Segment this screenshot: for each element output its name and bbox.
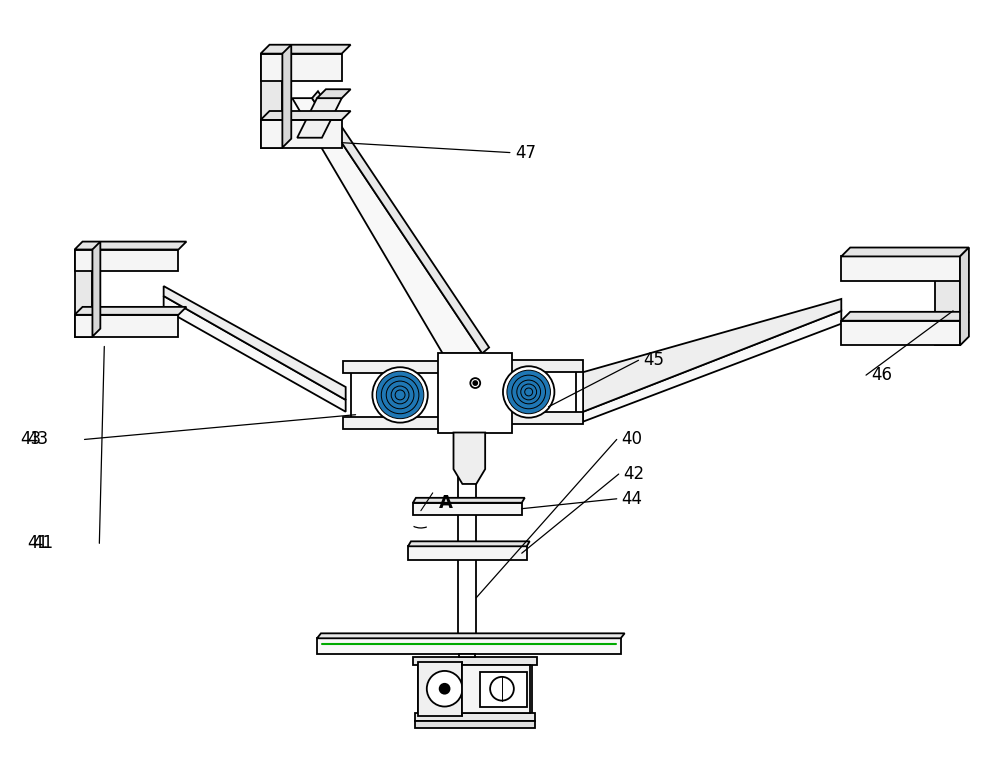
Polygon shape [351, 367, 450, 423]
Circle shape [376, 371, 424, 419]
Polygon shape [317, 639, 621, 654]
Polygon shape [960, 248, 969, 345]
Circle shape [503, 366, 554, 417]
Polygon shape [261, 45, 351, 54]
Circle shape [381, 376, 419, 414]
Polygon shape [408, 546, 527, 560]
Circle shape [440, 684, 450, 694]
Circle shape [521, 384, 537, 400]
Polygon shape [282, 45, 291, 147]
Polygon shape [415, 722, 535, 729]
Polygon shape [481, 366, 576, 417]
Text: A: A [439, 494, 453, 511]
Polygon shape [413, 498, 525, 503]
Polygon shape [438, 353, 512, 432]
Polygon shape [935, 256, 960, 345]
Polygon shape [459, 654, 475, 657]
Polygon shape [841, 320, 960, 345]
Polygon shape [418, 662, 462, 716]
Text: 47: 47 [515, 144, 536, 161]
Circle shape [512, 375, 546, 409]
Polygon shape [297, 98, 342, 137]
Polygon shape [261, 120, 342, 147]
Polygon shape [75, 250, 178, 272]
Circle shape [391, 386, 409, 404]
Polygon shape [474, 360, 583, 372]
Text: 46: 46 [871, 366, 892, 384]
Polygon shape [413, 503, 522, 514]
Circle shape [473, 381, 477, 385]
Text: 40: 40 [622, 431, 643, 449]
Polygon shape [317, 89, 351, 98]
Polygon shape [92, 241, 100, 337]
Polygon shape [261, 54, 282, 147]
Polygon shape [458, 447, 476, 645]
Polygon shape [343, 362, 457, 373]
Text: 43: 43 [20, 431, 41, 449]
Circle shape [507, 370, 550, 414]
Text: 41: 41 [27, 535, 48, 553]
Text: 44: 44 [622, 490, 643, 508]
Polygon shape [312, 92, 489, 353]
Polygon shape [261, 111, 351, 120]
Circle shape [490, 677, 514, 701]
Polygon shape [454, 432, 485, 484]
Circle shape [372, 367, 428, 423]
Circle shape [395, 390, 405, 400]
Polygon shape [462, 665, 530, 713]
Polygon shape [317, 633, 625, 639]
Polygon shape [164, 296, 346, 412]
Text: 42: 42 [624, 465, 645, 483]
Polygon shape [261, 54, 342, 81]
Polygon shape [480, 672, 527, 706]
Text: 41: 41 [32, 535, 53, 553]
Polygon shape [75, 307, 186, 315]
Polygon shape [164, 286, 346, 400]
Polygon shape [343, 417, 457, 428]
Polygon shape [75, 315, 178, 337]
Polygon shape [583, 299, 841, 412]
Polygon shape [408, 542, 530, 546]
Polygon shape [474, 412, 583, 424]
Polygon shape [75, 241, 186, 250]
Circle shape [427, 671, 462, 706]
Polygon shape [415, 713, 535, 722]
Circle shape [470, 378, 480, 388]
Polygon shape [841, 256, 960, 281]
Circle shape [386, 381, 414, 409]
Polygon shape [75, 250, 92, 337]
Polygon shape [841, 248, 969, 256]
Circle shape [517, 380, 541, 404]
Polygon shape [292, 98, 482, 353]
Polygon shape [841, 312, 969, 320]
Text: 45: 45 [643, 352, 664, 369]
Text: 43: 43 [27, 431, 48, 449]
Polygon shape [583, 311, 841, 421]
Polygon shape [413, 657, 537, 665]
Polygon shape [418, 662, 532, 716]
Circle shape [525, 388, 533, 396]
